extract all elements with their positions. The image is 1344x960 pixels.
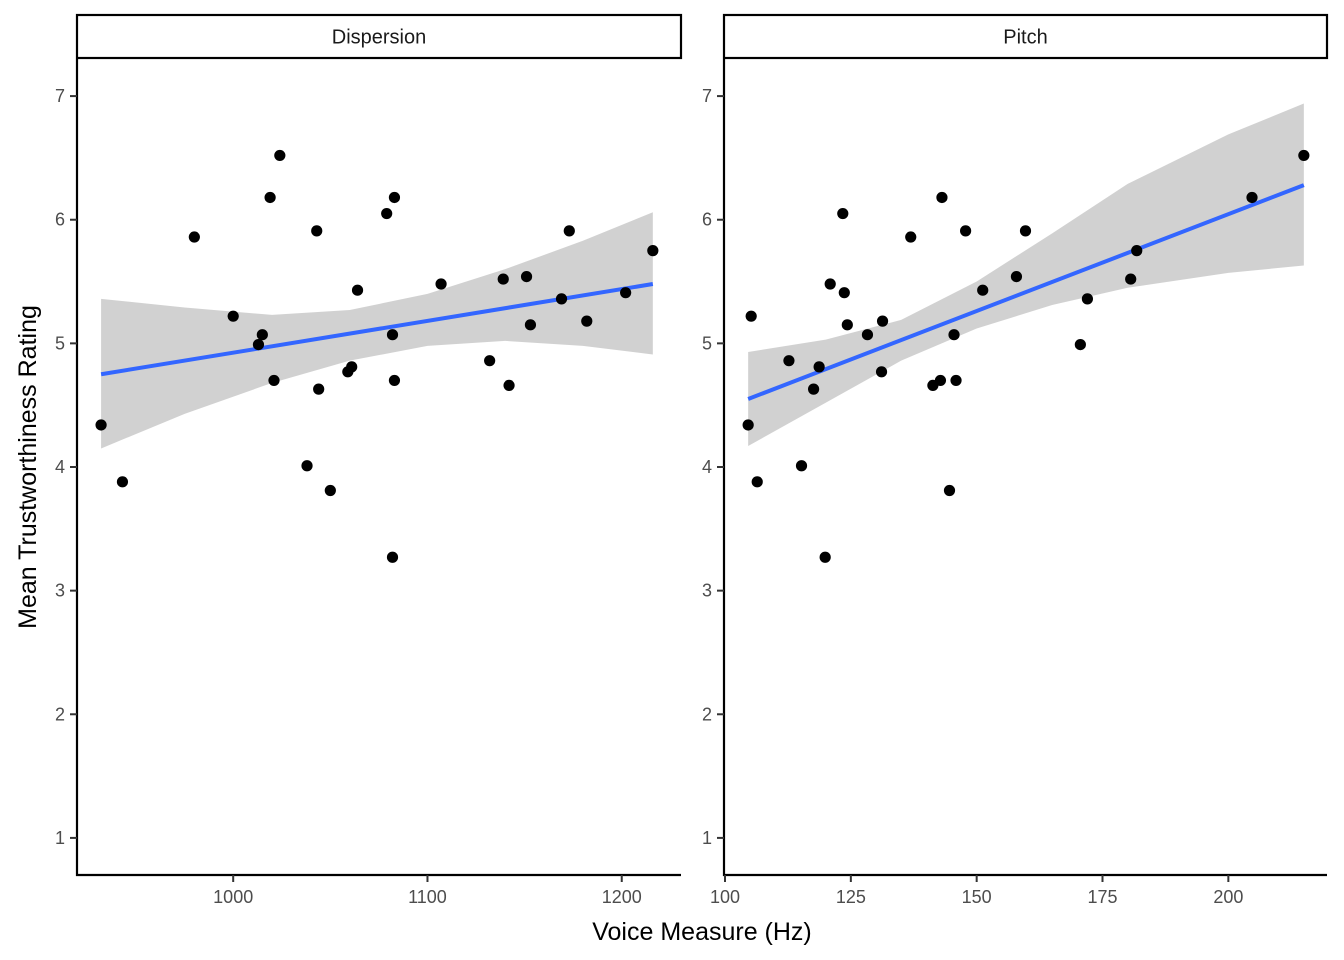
y-tick-label: 3 [702,581,712,601]
x-tick-label: 1200 [602,887,642,907]
x-tick-label: 1000 [213,887,253,907]
data-point [386,329,399,341]
data-point [751,476,763,488]
data-point [256,329,268,341]
data-point [745,310,757,322]
data-point [264,191,276,204]
y-axis-title: Mean Trustworthiness Rating [14,305,42,629]
data-point [311,225,323,237]
data-point [838,287,850,299]
data-point [497,273,509,285]
data-point [563,225,575,237]
data-point [388,191,401,204]
y-tick-label: 1 [702,828,712,848]
data-point [1298,149,1310,162]
data-point [905,231,917,243]
x-tick-label: 200 [1213,887,1243,907]
data-point [783,355,795,367]
data-point [943,484,956,497]
data-point [484,355,496,367]
data-point [875,366,888,378]
y-tick-label: 3 [55,581,65,601]
data-point [435,278,447,290]
data-point [524,319,537,331]
y-tick-label: 6 [55,210,65,230]
data-point [948,329,960,341]
x-tick-label: 1100 [408,887,447,907]
data-point [819,551,831,563]
data-point [95,419,107,431]
data-point [977,284,989,296]
x-axis-title: Voice Measure (Hz) [592,918,812,946]
data-point [324,484,336,497]
data-point [620,287,632,299]
y-tick-label: 5 [702,333,712,353]
data-point [1074,339,1086,351]
facet-strip [722,13,1329,60]
data-point [381,207,393,220]
x-tick-label: 175 [1087,887,1117,907]
regression-line [747,183,1305,401]
data-point [824,278,836,290]
data-point [876,315,889,327]
x-tick-label: 100 [710,887,740,907]
data-point [742,419,754,431]
y-tick-label: 6 [702,210,712,230]
data-point [581,315,593,327]
data-point [386,551,399,563]
x-tick-label: 125 [836,887,866,907]
facet-strip-label: Pitch [1003,27,1047,49]
data-point [274,149,286,162]
data-point [188,231,200,243]
facet-strip [75,13,683,60]
data-point [950,374,962,387]
confidence-ribbon [748,103,1304,446]
data-point [1019,225,1032,237]
data-point [388,374,401,387]
data-point [116,476,129,488]
y-tick-label: 5 [55,333,65,353]
y-tick-label: 7 [702,86,712,106]
data-point [861,329,874,341]
data-point [1081,293,1094,305]
data-point [227,310,239,322]
data-point [346,361,358,373]
y-tick-label: 4 [702,457,712,477]
data-point [301,460,313,472]
data-point [313,383,325,395]
data-point [351,284,364,296]
data-point [252,339,265,351]
data-point [934,374,947,387]
data-point [813,361,825,373]
y-tick-label: 1 [55,828,65,848]
data-point [1131,245,1143,257]
data-point [520,271,533,283]
data-point [795,460,808,472]
data-point [1246,191,1258,204]
panel-dispersion: Dispersion 1 2 3 4 5 6 7 1000 1100 1200 [55,13,683,907]
x-tick-label: 150 [962,887,992,907]
data-point [503,379,515,391]
panel-pitch: Pitch 1 2 3 4 5 6 7 100 125 150 175 200 [702,13,1329,907]
data-point [936,191,948,204]
y-tick-label: 7 [55,86,65,106]
data-point [807,383,820,395]
y-tick-label: 4 [55,457,65,477]
data-point [555,293,568,305]
facet-strip-label: Dispersion [332,27,426,49]
data-point [960,225,972,237]
data-point [841,319,853,331]
y-tick-label: 2 [55,704,65,724]
data-point [647,245,659,257]
data-point [1125,273,1137,285]
data-point [1010,271,1023,283]
y-tick-label: 2 [702,704,712,724]
data-point [268,374,280,387]
data-point [837,207,849,220]
